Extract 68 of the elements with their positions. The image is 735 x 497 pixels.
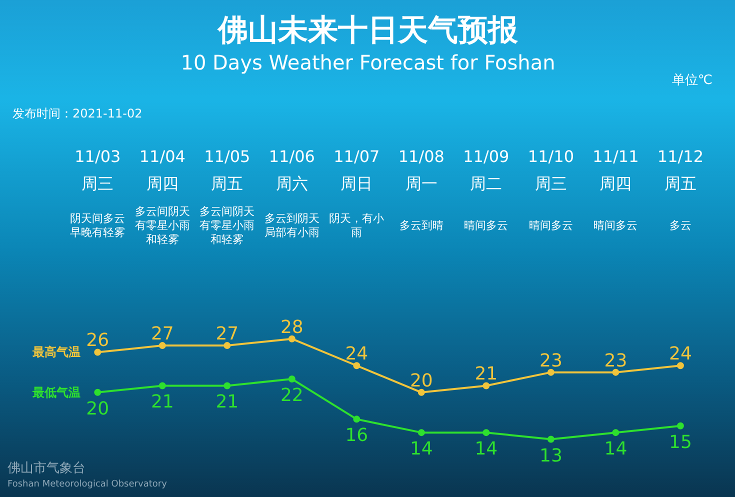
text: 多云间阴天有零星小雨和轻雾 <box>134 205 190 246</box>
point <box>158 342 166 350</box>
data-label: 27 <box>216 324 239 345</box>
text: Foshan Meteorological Observatory <box>8 480 168 490</box>
data-label: 21 <box>216 392 239 413</box>
data-label: 22 <box>280 385 304 406</box>
data-label: 14 <box>474 438 498 460</box>
data-label: 23 <box>604 350 628 372</box>
point <box>547 368 554 376</box>
text: 多云 <box>669 219 692 232</box>
point <box>94 348 102 356</box>
data-label: 16 <box>345 425 368 446</box>
x-tick-label: 11/08 周一 <box>398 147 444 193</box>
text: 阴天，有小雨 <box>329 212 384 239</box>
point <box>94 388 102 396</box>
chart-subtitle: 10 Days Weather Forecast for Foshan <box>180 50 556 74</box>
x-tick-label: 11/09 周二 <box>463 147 510 193</box>
text: 发布时间：2021-11-02 <box>12 106 142 120</box>
point <box>158 382 166 390</box>
text: 多云到晴 <box>399 219 444 232</box>
x-tick-label: 11/12 周五 <box>657 147 704 193</box>
data-label: 20 <box>410 370 433 392</box>
data-label: 28 <box>280 316 304 338</box>
text: 晴间多云 <box>528 219 573 232</box>
data-label: 27 <box>150 324 174 345</box>
point <box>353 362 360 370</box>
x-tick-label: 11/06 周六 <box>268 147 315 193</box>
text: 多云间阴天有零星小雨和轻雾 <box>200 205 255 246</box>
data-label: 21 <box>474 364 498 385</box>
text: 晴间多云 <box>464 219 508 232</box>
x-tick-label: 11/10 周三 <box>528 147 574 193</box>
point <box>676 422 684 430</box>
text: 佛山市气象台 <box>8 461 86 476</box>
series-label: 最低气温 <box>32 385 81 400</box>
data-label: 14 <box>410 438 433 460</box>
text: 多云到阴天局部有小雨 <box>264 212 320 239</box>
data-label: 23 <box>539 350 562 372</box>
x-tick-label: 11/04 周四 <box>139 147 186 193</box>
data-label: 13 <box>539 445 562 466</box>
text: 晴间多云 <box>594 219 638 232</box>
data-label: 20 <box>86 398 110 420</box>
x-tick-label: 11/07 周日 <box>334 147 380 193</box>
chart-title: 佛山未来十日天气预报 <box>217 13 519 48</box>
point <box>288 376 296 383</box>
data-label: 24 <box>345 344 368 365</box>
point <box>482 382 490 390</box>
data-label: 14 <box>604 438 628 460</box>
data-label: 21 <box>150 392 174 413</box>
point <box>612 368 620 376</box>
point <box>482 429 490 436</box>
data-label: 26 <box>86 330 110 352</box>
point <box>224 342 231 350</box>
data-label: 24 <box>669 344 692 365</box>
text: 单位℃ <box>672 73 713 88</box>
x-tick-label: 11/05 周五 <box>204 147 250 193</box>
data-label: 15 <box>669 432 692 453</box>
series-label: 最高气温 <box>32 345 81 360</box>
point <box>676 362 684 370</box>
point <box>612 429 620 436</box>
text: 阴天间多云早晚有轻雾 <box>70 212 126 239</box>
point <box>547 436 554 443</box>
x-tick-label: 11/11 周四 <box>592 147 639 193</box>
x-tick-label: 11/03 周三 <box>74 147 121 193</box>
point <box>418 388 425 396</box>
point <box>288 335 296 342</box>
point <box>353 416 360 423</box>
point <box>418 429 425 436</box>
point <box>224 382 231 390</box>
